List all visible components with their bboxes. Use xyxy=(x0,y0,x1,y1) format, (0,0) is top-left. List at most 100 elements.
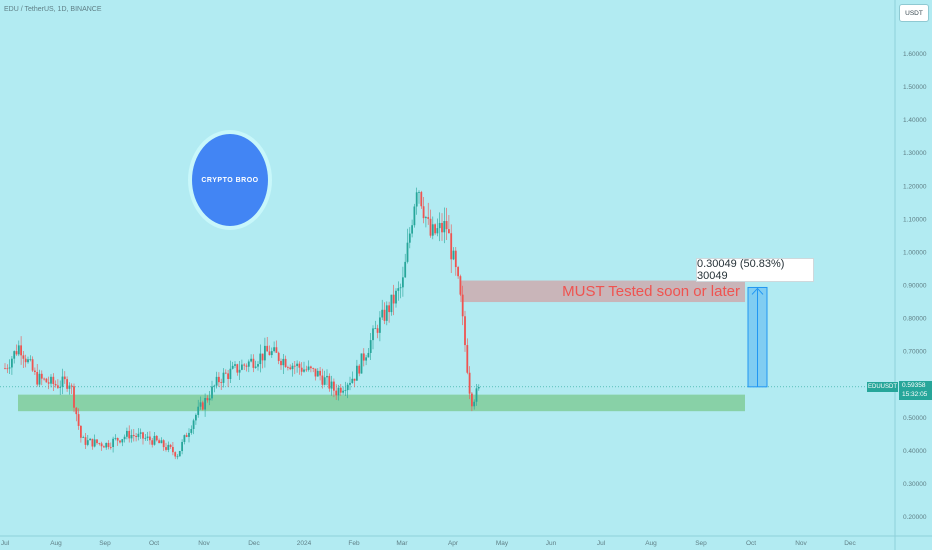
candle-body xyxy=(427,217,430,219)
candle-body xyxy=(450,233,453,260)
candle-body xyxy=(222,372,225,383)
candle-body xyxy=(438,222,441,229)
candle-body xyxy=(109,446,112,448)
candle-body xyxy=(330,381,333,389)
candle-body xyxy=(383,309,386,321)
candle-body xyxy=(457,267,459,277)
candle-body xyxy=(75,407,78,415)
candle-body xyxy=(266,345,269,352)
candle-body xyxy=(47,382,50,384)
candle-body xyxy=(34,370,36,373)
candle-body xyxy=(98,443,101,444)
candle-body xyxy=(280,360,282,366)
symbol-title: EDU / TetherUS, 1D, BINANCE xyxy=(4,6,102,13)
candle-body xyxy=(344,390,347,391)
symbol-price-badge: EDUUSDT xyxy=(867,382,898,392)
candle-body xyxy=(43,378,45,380)
y-tick-label: 0.90000 xyxy=(903,283,927,290)
candle-body xyxy=(392,294,395,304)
candle-body xyxy=(82,437,85,439)
candle-body xyxy=(231,365,234,369)
candle-body xyxy=(206,397,209,401)
candle-body xyxy=(86,440,89,445)
bar-countdown: 15:32:05 xyxy=(902,391,928,398)
candle-body xyxy=(316,370,319,377)
last-price-badge: 0.59358 15:32:05 xyxy=(899,381,932,400)
candle-body xyxy=(326,375,328,378)
x-tick-label: Sep xyxy=(99,540,111,547)
support-zone xyxy=(18,394,745,412)
candle-body xyxy=(431,224,434,236)
candle-body xyxy=(312,368,315,369)
x-tick-label: Jul xyxy=(1,540,10,547)
x-tick-label: Nov xyxy=(795,540,807,547)
candle-body xyxy=(390,294,393,313)
candle-body xyxy=(139,432,142,434)
candle-body xyxy=(404,261,407,278)
candle-body xyxy=(123,436,126,440)
candle-body xyxy=(473,401,476,407)
candle-body xyxy=(282,358,285,366)
candle-body xyxy=(24,358,27,363)
candle-body xyxy=(174,452,177,457)
candle-body xyxy=(275,347,278,353)
candle-body xyxy=(335,390,338,396)
candle-body xyxy=(112,438,114,448)
candle-body xyxy=(353,378,356,381)
x-tick-label: Jun xyxy=(546,540,557,547)
candle-body xyxy=(434,224,436,234)
y-tick-label: 1.30000 xyxy=(903,150,927,157)
candle-body xyxy=(250,358,252,362)
candle-body xyxy=(273,347,275,352)
candle-body xyxy=(169,444,172,447)
candle-body xyxy=(178,451,181,457)
candle-body xyxy=(245,365,248,367)
last-price-value: 0.59358 xyxy=(902,382,926,389)
candle-body xyxy=(466,345,469,373)
candle-body xyxy=(176,456,179,458)
candle-body xyxy=(328,375,331,389)
candle-body xyxy=(107,442,110,447)
candle-body xyxy=(126,430,128,437)
candle-body xyxy=(38,373,41,385)
x-tick-label: Oct xyxy=(746,540,756,547)
candle-body xyxy=(121,439,124,443)
x-tick-label: Feb xyxy=(348,540,360,547)
candle-body xyxy=(36,372,39,385)
candle-body xyxy=(360,353,363,374)
candle-body xyxy=(142,432,144,439)
candle-body xyxy=(151,440,154,445)
candle-body xyxy=(367,352,370,358)
y-tick-label: 0.70000 xyxy=(903,349,927,356)
candle-body xyxy=(4,368,6,369)
candle-body xyxy=(413,206,416,226)
candle-body xyxy=(218,376,220,383)
candle-body xyxy=(418,192,420,193)
candle-body xyxy=(369,340,372,353)
candle-body xyxy=(172,446,174,453)
candle-body xyxy=(165,447,167,450)
candle-body xyxy=(93,439,96,447)
candle-body xyxy=(270,351,273,356)
candle-body xyxy=(17,345,20,355)
candle-body xyxy=(197,406,200,415)
candle-body xyxy=(429,218,432,236)
candle-body xyxy=(6,368,9,370)
candle-body xyxy=(238,369,241,373)
candle-body xyxy=(40,373,43,379)
candle-body xyxy=(385,305,388,321)
candle-body xyxy=(303,369,305,372)
candle-body xyxy=(70,385,73,387)
candle-body xyxy=(167,444,170,450)
candle-body xyxy=(63,376,66,380)
candle-body xyxy=(84,437,87,445)
candle-body xyxy=(305,369,308,371)
candle-body xyxy=(103,446,105,448)
candle-body xyxy=(475,388,478,402)
candle-body xyxy=(461,294,464,317)
currency-button[interactable]: USDT xyxy=(899,4,929,22)
candle-body xyxy=(425,217,427,219)
candle-body xyxy=(15,351,18,355)
candle-body xyxy=(132,435,135,437)
